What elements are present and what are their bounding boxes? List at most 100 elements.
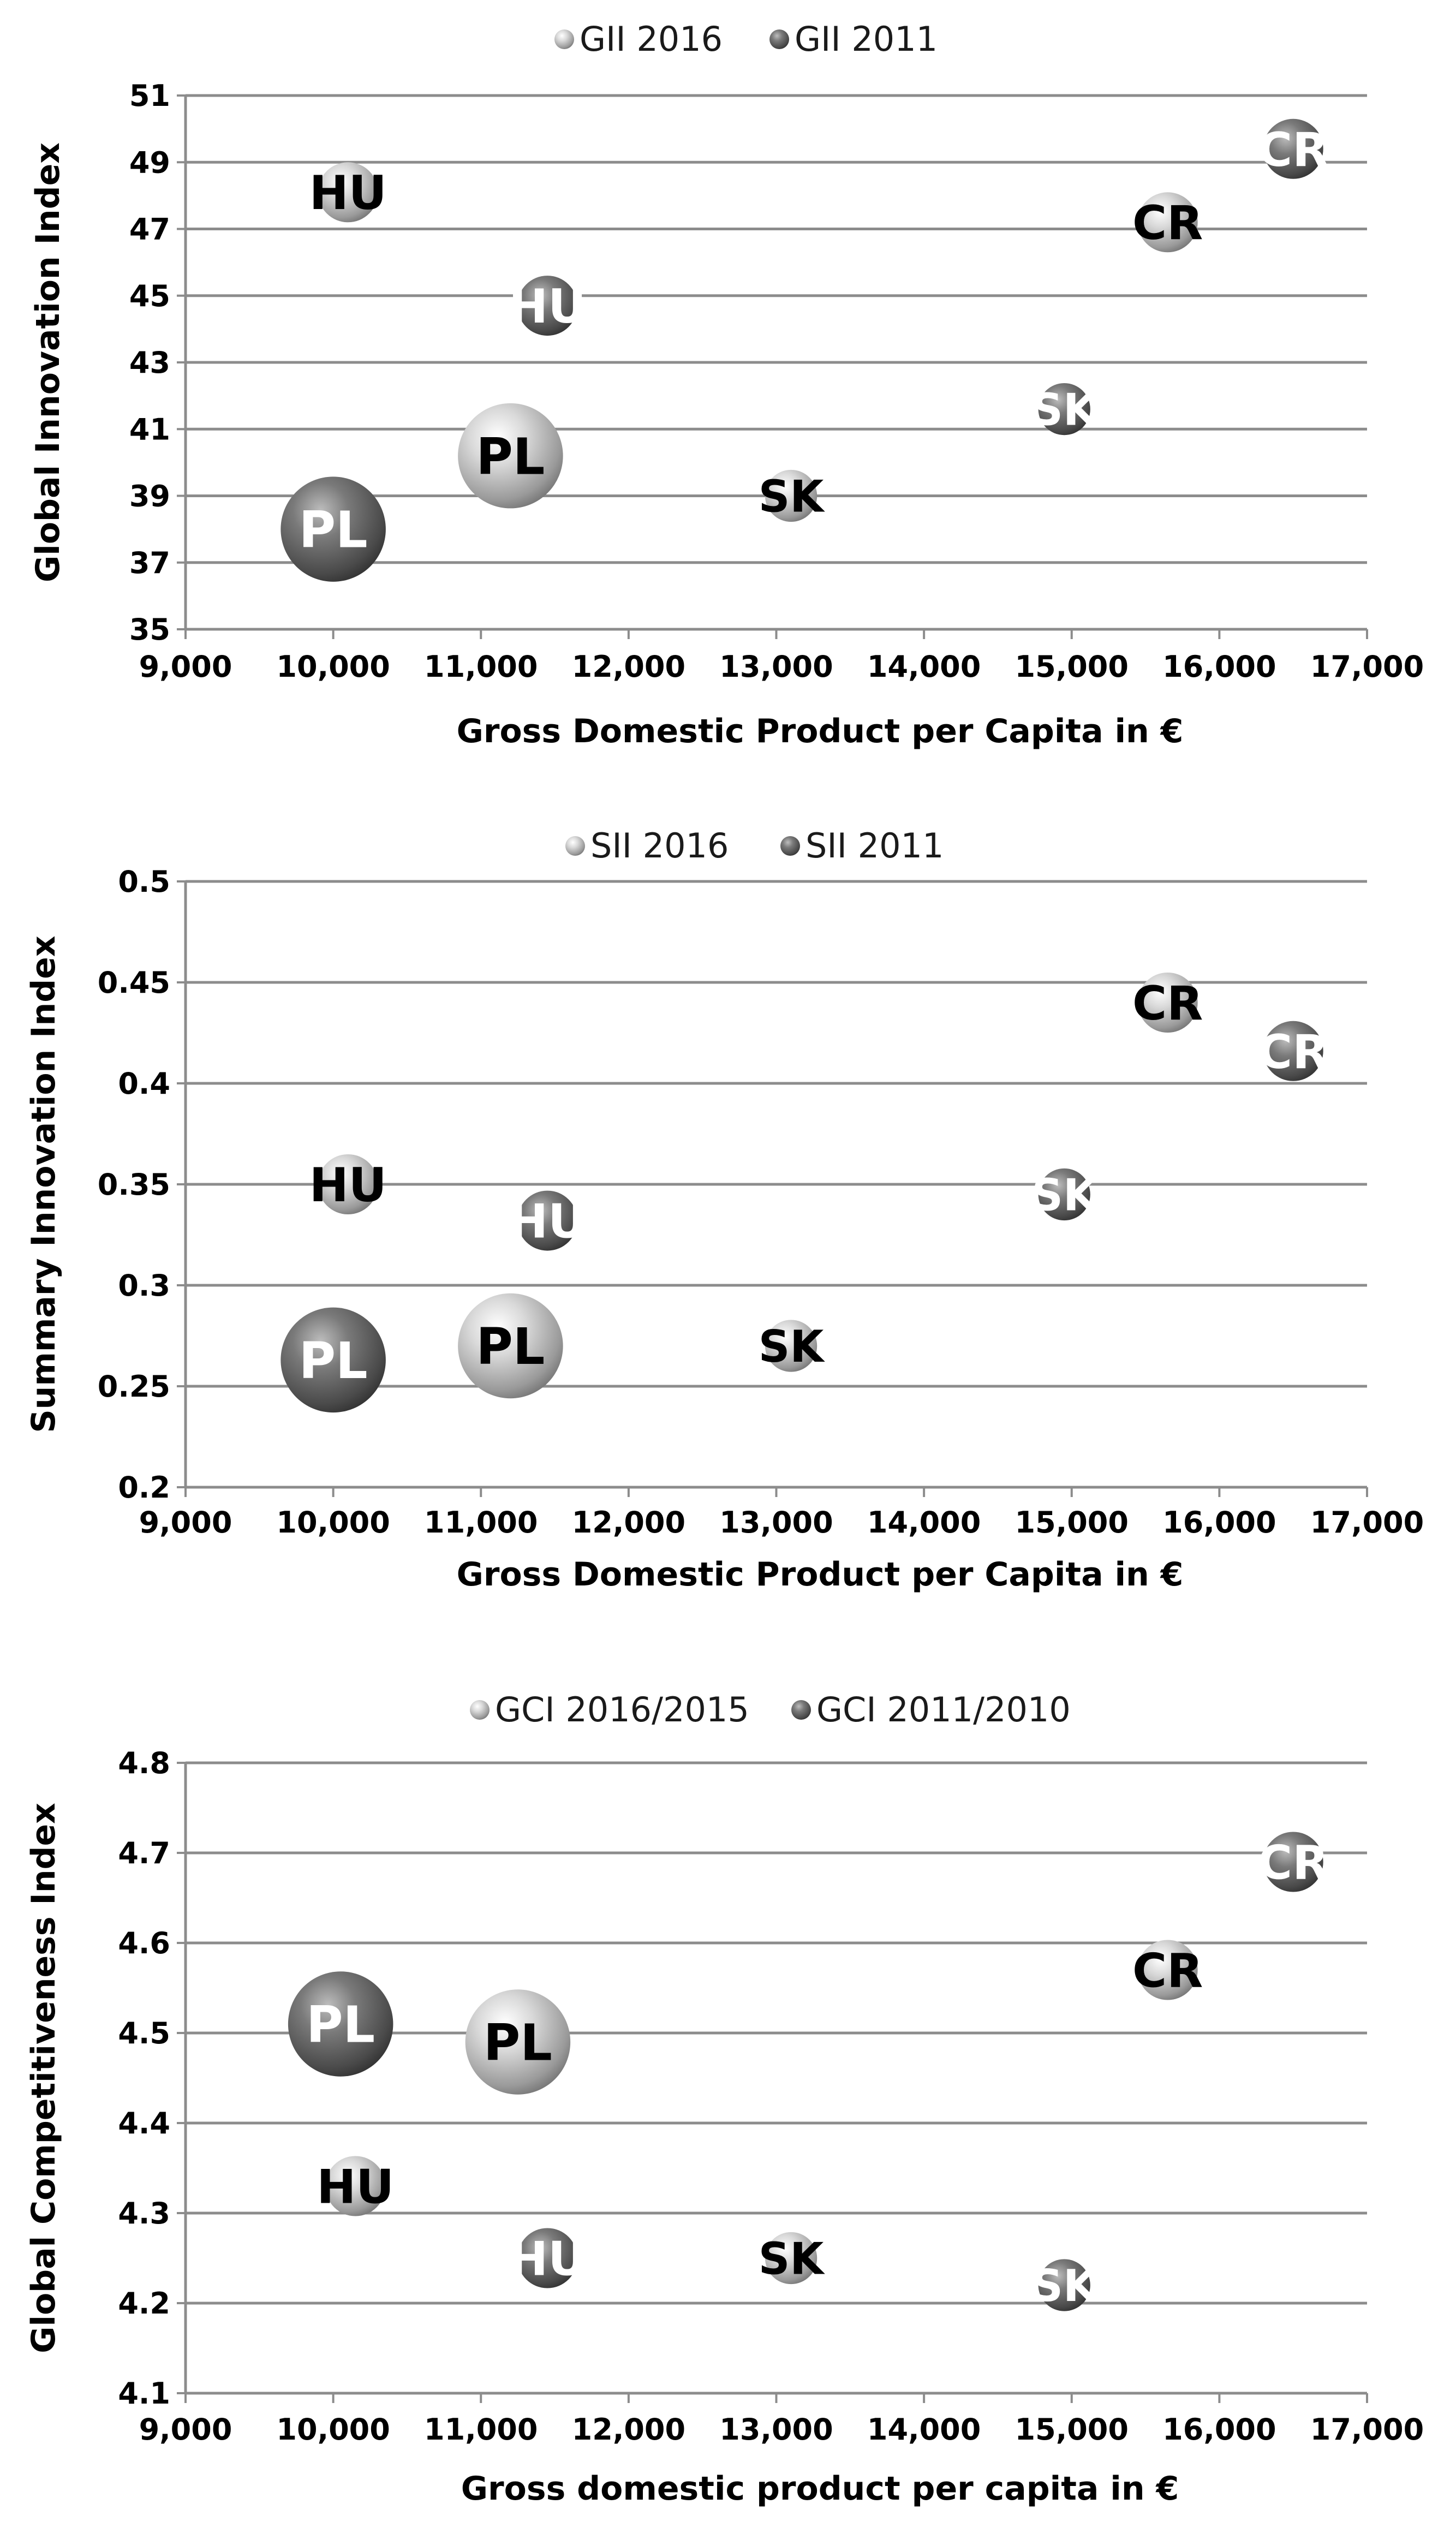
legend-label: GII 2016 (580, 19, 723, 59)
y-tick-label: 47 (129, 212, 170, 247)
bubble-label: SK (759, 471, 826, 522)
bubble-sk-earlier: SK (1031, 1168, 1099, 1220)
bubble-label: CR (1258, 1025, 1328, 1080)
bubble-mark (458, 1293, 563, 1399)
bubble-mark (517, 276, 578, 336)
legend-label: GII 2011 (795, 19, 938, 59)
x-tick-label: 10,000 (276, 1505, 390, 1540)
bubble-label: CR (1132, 196, 1203, 251)
x-tick-label: 15,000 (1015, 1505, 1129, 1540)
bubble-pl-earlier: PL (288, 1971, 393, 2077)
legend-marker-earlier (769, 29, 789, 49)
x-tick-label: 10,000 (276, 649, 390, 684)
bubble-label: HU (309, 1158, 387, 1213)
x-tick-label: 15,000 (1015, 649, 1129, 684)
x-tick-label: 12,000 (572, 1505, 685, 1540)
bubble-sk-earlier: SK (1031, 2259, 1099, 2311)
y-tick-label: 0.45 (98, 965, 170, 1000)
x-tick-label: 11,000 (424, 2412, 538, 2447)
y-tick-label: 39 (129, 479, 170, 514)
x-tick-label: 9,000 (139, 649, 232, 684)
bubble-label: PL (299, 1332, 368, 1390)
x-tick-label: 13,000 (719, 649, 833, 684)
x-tick-label: 14,000 (867, 2412, 981, 2447)
bubble-label: PL (476, 1317, 545, 1376)
x-tick-label: 17,000 (1310, 649, 1424, 684)
y-tick-label: 35 (129, 612, 170, 647)
x-tick-label: 17,000 (1310, 2412, 1424, 2447)
x-tick-label: 16,000 (1162, 2412, 1276, 2447)
bubble-mark (765, 469, 817, 522)
bubble-mark (458, 403, 563, 509)
bubble-mark (1038, 383, 1090, 436)
legend-marker-recent (470, 1700, 490, 1720)
y-tick-label: 43 (129, 345, 170, 380)
y-tick-label: 49 (129, 145, 170, 180)
bubble-mark (325, 2156, 386, 2216)
bubble-cr-earlier: CR (1258, 1021, 1328, 1081)
bubble-hu-recent: HU (309, 162, 387, 223)
y-tick-label: 51 (129, 79, 170, 113)
bubble-label: CR (1132, 976, 1203, 1031)
bubble-pl-earlier: PL (281, 1307, 386, 1413)
y-tick-label: 41 (129, 412, 170, 446)
bubble-sk-earlier: SK (1031, 383, 1099, 435)
y-tick-label: 4.2 (118, 2286, 170, 2321)
y-tick-label: 4.4 (118, 2106, 170, 2141)
y-tick-label: 4.6 (118, 1926, 170, 1960)
x-tick-label: 9,000 (139, 2412, 232, 2447)
legend-label: GCI 2011/2010 (816, 1690, 1071, 1730)
bubble-mark (281, 476, 386, 582)
y-tick-label: 0.3 (118, 1268, 170, 1303)
bubble-mark (1263, 118, 1323, 179)
bubble-sk-recent: SK (759, 2232, 825, 2285)
bubble-mark (517, 2228, 578, 2288)
bubble-label: HU (317, 2160, 394, 2214)
bubble-mark (1137, 1940, 1198, 2000)
x-tick-label: 13,000 (719, 1505, 833, 1540)
legend: GII 2016 GII 2011 (554, 19, 938, 59)
bubble-mark (318, 162, 378, 223)
bubble-label: HU (509, 279, 586, 334)
bubble-mark (1263, 1021, 1323, 1081)
x-tick-label: 11,000 (424, 1505, 538, 1540)
bubble-hu-earlier: HU (509, 276, 586, 336)
bubble-sk-recent: SK (759, 469, 826, 522)
legend-label: SII 2016 (590, 826, 729, 866)
y-tick-label: 37 (129, 546, 170, 580)
legend-marker-earlier (780, 836, 800, 856)
bubble-cr-earlier: CR (1258, 1832, 1328, 1892)
bubble-mark (765, 2232, 817, 2285)
y-tick-label: 4.8 (118, 1746, 170, 1780)
bubble-label: SK (1031, 384, 1099, 435)
bubble-label: HU (309, 166, 387, 220)
bubble-cr-recent: CR (1132, 1940, 1203, 2000)
bubble-hu-recent: HU (317, 2156, 394, 2216)
x-tick-label: 14,000 (867, 1505, 981, 1540)
y-axis-label: Global Innovation Index (29, 142, 67, 582)
y-tick-label: 4.1 (118, 2376, 170, 2411)
bubble-label: CR (1258, 1835, 1328, 1890)
x-tick-label: 9,000 (139, 1505, 232, 1540)
x-tick-label: 10,000 (276, 2412, 390, 2447)
y-tick-label: 45 (129, 279, 170, 313)
x-tick-label: 12,000 (572, 2412, 685, 2447)
legend-marker-earlier (791, 1700, 811, 1720)
x-axis-label: Gross Domestic Product per Capita in € (457, 712, 1184, 750)
bubble-label: PL (484, 2014, 552, 2072)
bubble-label: SK (1031, 1170, 1099, 1220)
bubble-hu-recent: HU (309, 1154, 387, 1214)
x-tick-label: 16,000 (1162, 649, 1276, 684)
x-tick-label: 16,000 (1162, 1505, 1276, 1540)
y-tick-label: 4.3 (118, 2196, 170, 2231)
bubble-mark (1263, 1832, 1323, 1892)
bubble-cr-recent: CR (1132, 973, 1203, 1033)
x-axis-label: Gross domestic product per capita in € (461, 2470, 1179, 2508)
y-tick-label: 4.7 (118, 1836, 170, 1870)
legend-marker-recent (565, 836, 585, 856)
bubble-cr-recent: CR (1132, 192, 1203, 253)
bubble-mark (517, 1190, 578, 1251)
bubble-mark (281, 1307, 386, 1413)
bubble-label: SK (759, 1321, 826, 1372)
